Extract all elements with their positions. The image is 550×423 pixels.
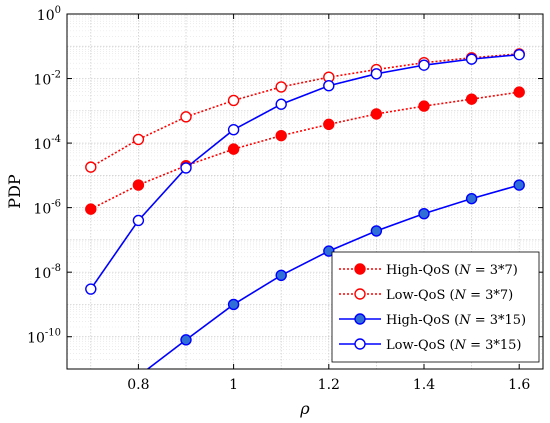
series-layer — [85, 48, 525, 369]
series-3 — [85, 48, 525, 295]
data-point — [323, 245, 335, 257]
x-tick-label: 1.2 — [318, 377, 340, 393]
legend-item: Low-QoS (N = 3*7) — [339, 288, 513, 303]
y-tick-label: 100 — [37, 5, 61, 24]
data-point — [85, 283, 97, 295]
x-tick-label: 1 — [229, 377, 238, 393]
y-tick-label: 10-10 — [27, 328, 61, 347]
data-point — [465, 93, 478, 105]
data-point — [275, 81, 287, 93]
legend-label: Low-QoS (N = 3*7) — [386, 288, 513, 303]
data-point — [180, 334, 192, 346]
legend-marker — [354, 288, 366, 300]
legend-label: High-QoS (N = 3*15) — [386, 313, 526, 328]
data-point — [85, 203, 97, 215]
data-point — [275, 269, 287, 282]
data-point — [227, 94, 240, 107]
x-tick-label: 1.6 — [508, 377, 530, 393]
series-2 — [146, 179, 525, 369]
y-tick-label: 10-6 — [33, 199, 61, 218]
data-point — [323, 118, 335, 131]
series-line — [90, 91, 520, 210]
legend-label: Low-QoS (N = 3*15) — [386, 338, 522, 353]
data-point — [323, 80, 335, 92]
axis-ticks: 0.8 1 1.2 1.4 1.6 10-10 10-8 10-6 10-4 10-2 100 — [27, 5, 543, 393]
data-point — [180, 162, 192, 174]
x-axis-title: ρ — [299, 399, 310, 418]
data-point — [227, 123, 240, 136]
data-point — [418, 207, 430, 220]
data-point — [132, 133, 145, 146]
data-point — [275, 129, 287, 142]
data-point — [132, 179, 145, 191]
data-point — [418, 59, 430, 71]
series-0 — [85, 86, 525, 215]
data-point — [275, 98, 287, 110]
series-line — [90, 53, 520, 290]
data-point — [370, 68, 383, 80]
y-tick-label: 10-8 — [33, 263, 61, 282]
y-axis-title: PDP — [5, 174, 24, 209]
data-point — [465, 192, 478, 205]
legend-marker — [354, 263, 366, 275]
legend-label: High-QoS (N = 3*7) — [386, 263, 518, 278]
legend-marker — [354, 338, 366, 350]
legend-item: High-QoS (N = 3*15) — [339, 313, 526, 328]
legend-marker — [354, 313, 366, 325]
y-tick-label: 10-4 — [33, 134, 61, 153]
data-point — [132, 214, 145, 227]
x-tick-label: 0.8 — [127, 377, 149, 393]
series-line — [90, 53, 520, 168]
data-point — [227, 298, 240, 311]
data-point — [513, 48, 525, 61]
legend-item: High-QoS (N = 3*7) — [339, 263, 518, 278]
data-point — [513, 179, 525, 191]
plot-frame — [66, 13, 544, 370]
data-point — [513, 86, 525, 98]
data-point — [370, 108, 383, 120]
x-tick-label: 1.4 — [413, 377, 435, 393]
data-point — [465, 53, 478, 65]
data-point — [370, 225, 383, 237]
data-point — [227, 143, 240, 155]
y-tick-label: 10-2 — [33, 70, 61, 89]
legend-item: Low-QoS (N = 3*15) — [339, 338, 522, 353]
data-point — [418, 100, 430, 112]
data-point — [85, 161, 97, 173]
legend: High-QoS (N = 3*7) Low-QoS (N = 3*7) High-… — [331, 251, 540, 363]
data-point — [180, 111, 192, 123]
